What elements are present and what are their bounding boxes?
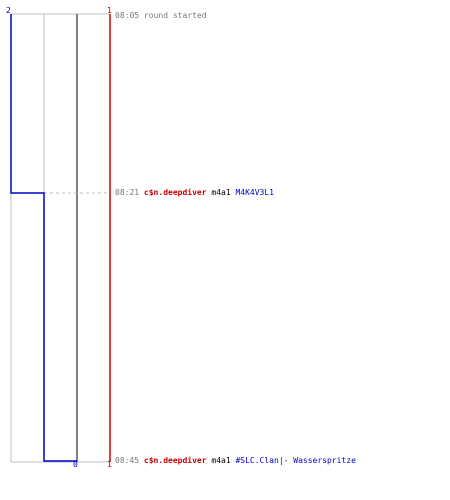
event-weapon: m4a1: [211, 456, 231, 465]
event-attacker: c$n.deepdiver: [143, 188, 207, 197]
event-kill-2: 08:45 c$n.deepdiver m4a1 #SLC.Clan|- Was…: [115, 456, 356, 466]
event-kill-1: 08:21 c$n.deepdiver m4a1 M4K4V3L1: [115, 188, 274, 198]
event-message: round started: [143, 11, 207, 20]
team-a-step-line: [10, 14, 77, 462]
event-round-start: 08:05 round started: [115, 11, 207, 21]
event-time: 08:21: [115, 188, 140, 197]
event-victim: M4K4V3L1: [235, 188, 274, 197]
scale-label-top-left: 2: [6, 6, 11, 15]
event-attacker: c$n.deepdiver: [143, 456, 207, 465]
event-time: 08:05: [115, 11, 140, 20]
event-time: 08:45: [115, 456, 140, 465]
event-victim: #SLC.Clan|- Wasserspritze: [235, 456, 356, 465]
scale-label-top-right: 1: [107, 6, 112, 15]
scale-label-bottom-mid: 0: [73, 460, 78, 469]
scale-label-bottom-right: 1: [107, 460, 112, 469]
event-weapon: m4a1: [211, 188, 231, 197]
